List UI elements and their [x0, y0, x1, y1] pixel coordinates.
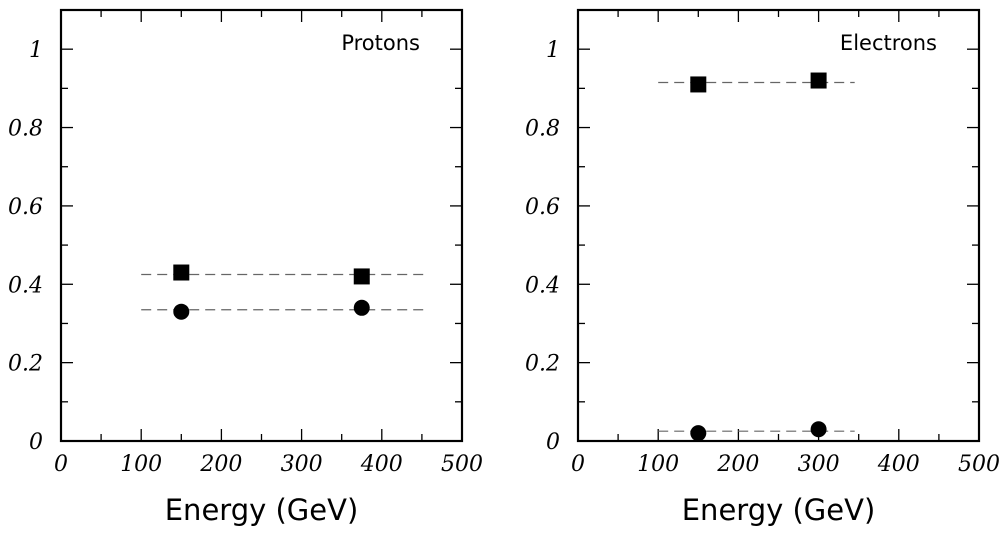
panel-2-x-tick-label: 300	[798, 452, 840, 477]
panel-1-y-tick-label: 1	[29, 38, 43, 63]
panel-1-circle-point	[353, 299, 370, 316]
panel-2-y-tick-label: 1	[546, 38, 560, 63]
panel-1-x-tick-label: 100	[120, 452, 162, 477]
panel-1-circle-point	[173, 303, 190, 320]
panel-1-title: Protons	[341, 31, 420, 55]
panel-2-y-tick-label: 0.4	[525, 273, 560, 298]
panel-1-plot-frame	[59, 8, 464, 443]
panel-1-x-tick-label: 200	[199, 452, 242, 477]
panel-1-x-tick-label: 300	[281, 452, 323, 477]
panel-2-y-tick-label: 0.8	[525, 117, 560, 142]
panel-1-y-tick-label: 0.6	[8, 195, 43, 220]
panel-1-y-tick-label: 0	[29, 430, 43, 455]
panel-1-y-tick-label: 0.2	[8, 352, 43, 377]
panel-2-circle-point	[810, 421, 827, 438]
panel-2-y-tick-label: 0	[546, 430, 560, 455]
panel-2-x-tick-label: 200	[716, 452, 759, 477]
panel-2-x-tick-label: 400	[877, 452, 920, 477]
panel-1-square-point	[353, 268, 370, 285]
panel-2-x-tick-label: 100	[637, 452, 679, 477]
panel-1-y-tick-label: 0.4	[8, 273, 43, 298]
panel-2-x-tick-label: 0	[571, 452, 585, 477]
panel-1-x-tick-label: 0	[54, 452, 68, 477]
panel-2-y-tick-label: 0.2	[525, 352, 560, 377]
panel-1-square-point	[173, 264, 190, 281]
panel-2-x-tick-label: 500	[958, 452, 1000, 477]
panel-1-x-axis-title: Energy (GeV)	[165, 493, 359, 527]
panel-2-y-tick-label: 0.6	[525, 195, 560, 220]
panel-1-y-tick-label: 0.8	[8, 117, 43, 142]
panel-2-square-point	[690, 76, 707, 93]
panel-1-x-tick-label: 400	[360, 452, 403, 477]
panel-2-square-point	[810, 72, 827, 89]
panel-2-circle-point	[690, 425, 707, 442]
panel-2-x-axis-title: Energy (GeV)	[682, 493, 876, 527]
panel-2-plot-frame	[576, 8, 981, 443]
panel-2-title: Electrons	[840, 31, 937, 55]
panel-1-x-tick-label: 500	[441, 452, 483, 477]
